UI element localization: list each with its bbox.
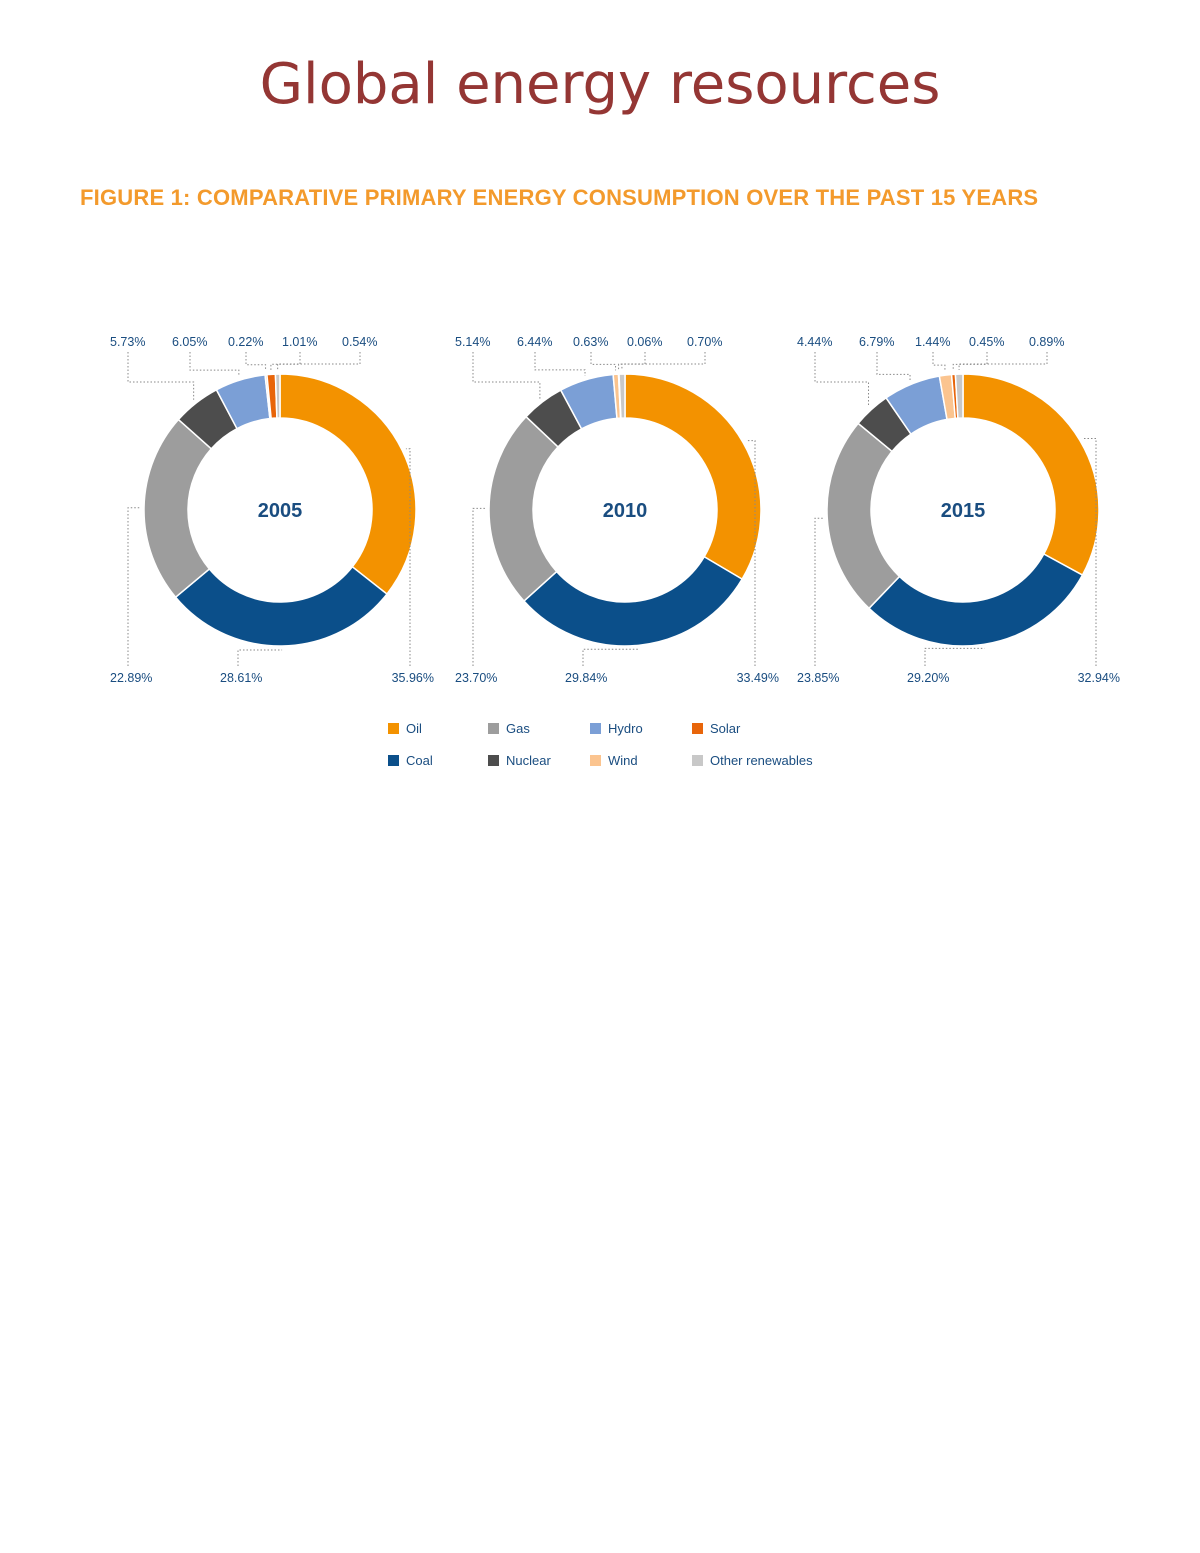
leader-coal-2015 [924, 647, 985, 666]
slice-gas-2015 [826, 422, 901, 610]
legend-swatch-wind [590, 755, 601, 766]
legend-swatch-oil [388, 723, 399, 734]
pct-label-solar-2005: 1.01% [282, 335, 317, 349]
leader-oil-2005 [405, 448, 411, 666]
legend-label-nuclear: Nuclear [506, 753, 551, 768]
legend-label-oil: Oil [406, 721, 422, 736]
figure-caption: FIGURE 1: COMPARATIVE PRIMARY ENERGY CON… [80, 185, 1039, 210]
pct-label-solar-2010: 0.06% [627, 335, 662, 349]
pct-label-other-renewables-2010: 0.70% [687, 335, 722, 349]
pct-label-oil-2015: 32.94% [1078, 671, 1120, 685]
leader-solar-2005 [270, 352, 301, 371]
leader-hydro-2015 [876, 352, 911, 381]
slice-coal-2010 [522, 555, 744, 647]
pct-label-wind-2010: 0.63% [573, 335, 608, 349]
slice-gas-2005 [143, 418, 213, 599]
donut-charts-figure: 2005 5.73% 6.05% 0.22% 1.01% 0.54% 22.89% 28.61… [110, 335, 1120, 768]
center-label-2015: 2015 [941, 500, 986, 522]
pct-label-oil-2005: 35.96% [392, 671, 434, 685]
chart-legend: Oil Gas Hydro Solar Coal Nuclear Wind Other ren… [388, 721, 813, 768]
leader-other-renewables-2005 [277, 352, 361, 371]
leader-gas-2005 [127, 507, 141, 666]
leader-wind-2005 [245, 352, 267, 371]
legend-swatch-other-renewables [692, 755, 703, 766]
pct-label-nuclear-2005: 5.73% [110, 335, 145, 349]
slice-coal-2015 [867, 552, 1084, 647]
slice-other-renewables-2010 [618, 373, 626, 419]
legend-label-gas: Gas [506, 721, 530, 736]
legend-label-solar: Solar [710, 721, 741, 736]
leader-oil-2015 [1083, 438, 1097, 666]
leader-coal-2010 [582, 648, 639, 666]
leader-gas-2010 [472, 507, 486, 666]
legend-label-other-renewables: Other renewables [710, 753, 813, 768]
legend-swatch-solar [692, 723, 703, 734]
leader-hydro-2005 [189, 352, 240, 377]
pct-label-nuclear-2010: 5.14% [455, 335, 490, 349]
leader-nuclear-2010 [472, 352, 541, 399]
pct-label-gas-2015: 23.85% [797, 671, 839, 685]
legend-swatch-coal [388, 755, 399, 766]
page-title: Global energy resources [259, 52, 941, 117]
leader-solar-2015 [952, 352, 988, 371]
pct-label-oil-2010: 33.49% [737, 671, 779, 685]
legend-label-wind: Wind [608, 753, 638, 768]
pct-label-wind-2015: 1.44% [915, 335, 950, 349]
pct-label-other-renewables-2005: 0.54% [342, 335, 377, 349]
leader-gas-2015 [814, 517, 824, 666]
leader-nuclear-2015 [814, 352, 870, 407]
leader-solar-2010 [618, 352, 646, 371]
slice-oil-2015 [962, 373, 1100, 577]
legend-swatch-nuclear [488, 755, 499, 766]
center-label-2005: 2005 [258, 500, 303, 522]
slice-coal-2005 [174, 565, 388, 647]
legend-swatch-gas [488, 723, 499, 734]
leader-nuclear-2005 [127, 352, 195, 400]
slice-oil-2005 [279, 373, 417, 596]
slice-oil-2010 [624, 373, 762, 581]
leader-wind-2015 [932, 352, 946, 372]
leader-coal-2005 [237, 649, 283, 666]
pct-label-coal-2015: 29.20% [907, 671, 949, 685]
slice-other-renewables-2005 [274, 373, 281, 419]
pct-label-hydro-2005: 6.05% [172, 335, 207, 349]
pct-label-coal-2005: 28.61% [220, 671, 262, 685]
pct-label-gas-2005: 22.89% [110, 671, 152, 685]
pct-label-solar-2015: 0.45% [969, 335, 1004, 349]
donut-chart-2010: 2010 5.14% 6.44% 0.63% 0.06% 0.70% 23.70% 29.84… [455, 335, 779, 685]
center-label-2010: 2010 [603, 500, 648, 522]
pct-label-wind-2005: 0.22% [228, 335, 263, 349]
leader-oil-2010 [746, 440, 756, 666]
leader-hydro-2010 [534, 352, 586, 376]
leader-other-renewables-2015 [958, 352, 1048, 371]
pct-label-hydro-2010: 6.44% [517, 335, 552, 349]
legend-label-hydro: Hydro [608, 721, 643, 736]
pct-label-other-renewables-2015: 0.89% [1029, 335, 1064, 349]
leader-other-renewables-2010 [621, 352, 706, 371]
donut-chart-2005: 2005 5.73% 6.05% 0.22% 1.01% 0.54% 22.89% 28.61… [110, 335, 434, 685]
pct-label-gas-2010: 23.70% [455, 671, 497, 685]
donut-chart-2015: 2015 4.44% 6.79% 1.44% 0.45% 0.89% 23.85% 29.20… [797, 335, 1120, 685]
pct-label-nuclear-2015: 4.44% [797, 335, 832, 349]
pct-label-hydro-2015: 6.79% [859, 335, 894, 349]
slice-gas-2010 [488, 415, 560, 603]
pct-label-coal-2010: 29.84% [565, 671, 607, 685]
legend-swatch-hydro [590, 723, 601, 734]
slice-other-renewables-2015 [954, 373, 964, 419]
leader-wind-2010 [590, 352, 617, 371]
legend-label-coal: Coal [406, 753, 433, 768]
